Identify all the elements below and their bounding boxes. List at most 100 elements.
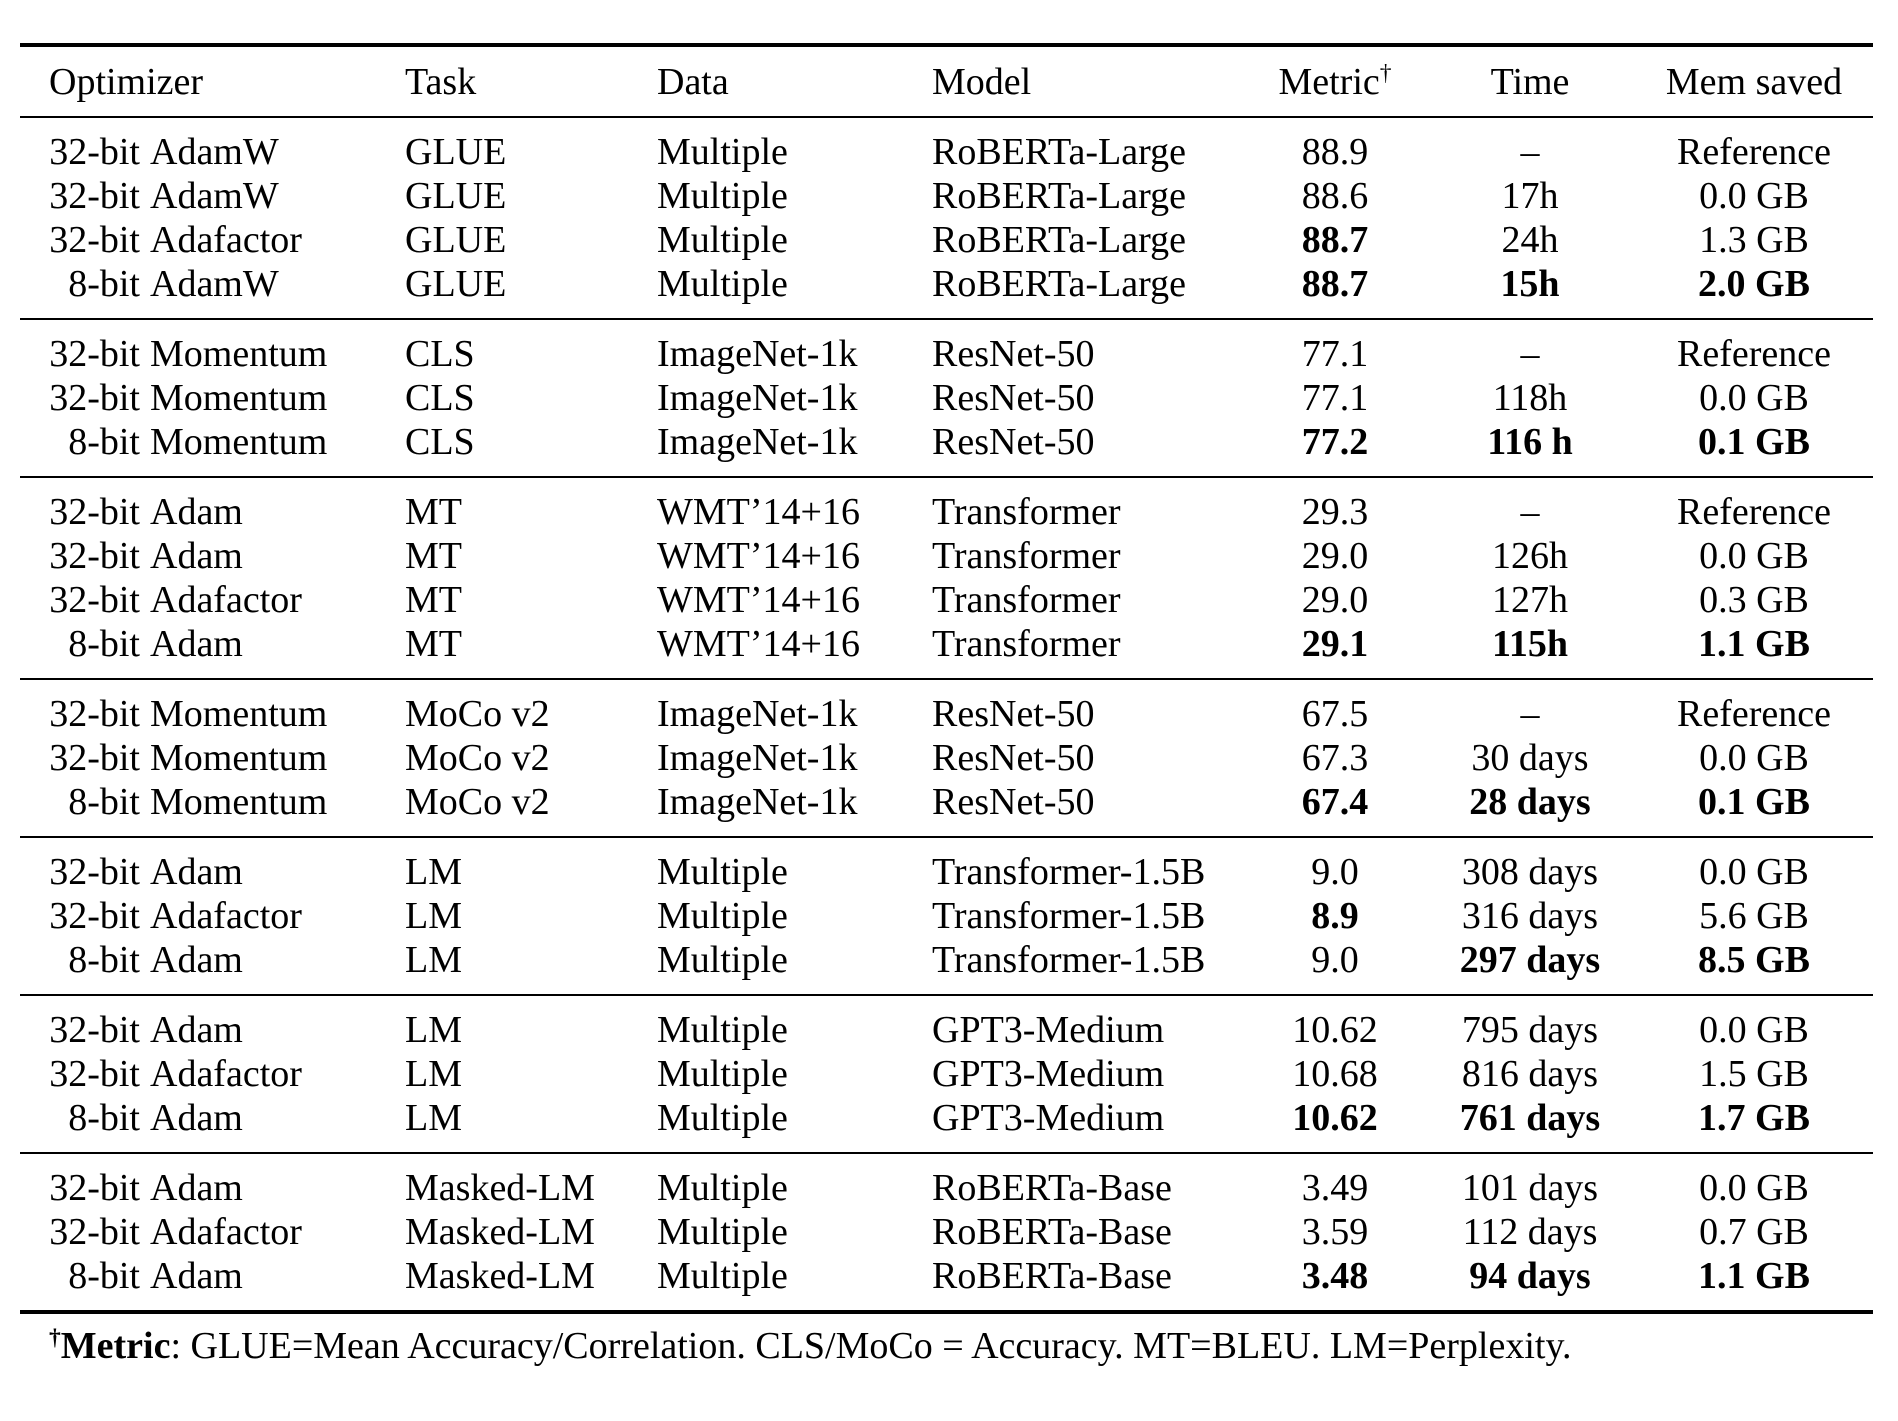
task-cell: Masked-LM [405, 1255, 595, 1297]
mem-saved-cell: 8.5 GB [1698, 939, 1810, 981]
optimizer-prefix: 32-bit [49, 333, 140, 375]
column-header-metric: Metric† [1245, 43, 1425, 118]
optimizer-cell: 32-bit Momentum [20, 679, 405, 736]
metric-cell: 88.9 [1301, 131, 1369, 173]
optimizer-name: Momentum [150, 377, 328, 419]
data-cell: Multiple [657, 1167, 788, 1209]
time-cell: 127h [1492, 579, 1568, 621]
metric-cell: 88.6 [1301, 175, 1369, 217]
task-cell: MoCo v2 [405, 693, 550, 735]
data-cell: Multiple [657, 851, 788, 893]
model-cell: RoBERTa-Base [932, 1211, 1172, 1253]
optimizer-prefix: 32-bit [49, 377, 140, 419]
time-cell: 118h [1492, 377, 1568, 419]
optimizer-name: Momentum [150, 421, 328, 463]
model-cell: Transformer [932, 579, 1121, 621]
model-cell: Transformer-1.5B [932, 895, 1206, 937]
optimizer-prefix: 32-bit [49, 535, 140, 577]
optimizer-prefix: 8-bit [68, 781, 140, 823]
table-row: 32-bit Adafactor LM Multiple Transformer-1.5… [20, 894, 1873, 938]
data-cell: Multiple [657, 1255, 788, 1297]
model-cell: ResNet-50 [932, 377, 1095, 419]
time-cell: 94 days [1469, 1255, 1591, 1297]
optimizer-name: Adam [150, 623, 243, 665]
data-cell: ImageNet-1k [657, 333, 858, 375]
footnote-text: : GLUE=Mean Accuracy/Correlation. CLS/Mo… [170, 1325, 1572, 1367]
mem-saved-cell: 0.0 GB [1699, 377, 1809, 419]
data-cell: WMT’14+16 [657, 535, 860, 577]
optimizer-name: Momentum [150, 693, 328, 735]
mem-saved-cell: 0.0 GB [1699, 175, 1809, 217]
optimizer-name: Adafactor [150, 579, 302, 621]
data-cell: WMT’14+16 [657, 491, 860, 533]
data-cell: Multiple [657, 1211, 788, 1253]
table-row: 8-bit Momentum MoCo v2 ImageNet-1k ResNet-50… [20, 780, 1873, 837]
table-header: Optimizer Task Data Model Metric† Time M… [20, 43, 1873, 118]
metric-header-label: Metric [1278, 60, 1380, 103]
model-cell: Transformer-1.5B [932, 851, 1206, 893]
table-group: 32-bit Adam MT WMT’14+16 Transformer 29.3– Ref… [20, 477, 1873, 679]
mem-saved-cell: 0.1 GB [1698, 421, 1810, 463]
data-cell: ImageNet-1k [657, 693, 858, 735]
optimizer-cell: 32-bit Momentum [20, 319, 405, 376]
model-cell: GPT3-Medium [932, 1097, 1165, 1139]
mem-saved-cell: Reference [1677, 693, 1831, 735]
time-cell: 308 days [1461, 851, 1599, 893]
mem-saved-cell: 1.1 GB [1698, 623, 1810, 665]
model-cell: Transformer [932, 623, 1121, 665]
optimizer-name: Adam [150, 1097, 243, 1139]
column-header-mem-saved: Mem saved [1635, 43, 1873, 118]
metric-cell: 3.49 [1301, 1167, 1369, 1209]
data-cell: Multiple [657, 219, 788, 261]
table-row: 32-bit Momentum MoCo v2 ImageNet-1k ResNet-5… [20, 679, 1873, 736]
optimizer-cell: 32-bit Adafactor [20, 1210, 405, 1254]
task-cell: MT [405, 623, 462, 665]
time-cell: 316 days [1461, 895, 1599, 937]
metric-cell: 29.3 [1301, 491, 1369, 533]
time-cell: 112 days [1462, 1211, 1598, 1253]
optimizer-name: Adafactor [150, 895, 302, 937]
optimizer-prefix: 32-bit [49, 175, 140, 217]
time-cell: 816 days [1461, 1053, 1599, 1095]
table-group: 32-bit Adam Masked-LM Multiple RoBERTa-Base 3… [20, 1153, 1873, 1312]
header-row: Optimizer Task Data Model Metric† Time M… [20, 43, 1873, 118]
table-row: 32-bit Adam LM Multiple Transformer-1.5B 9.0 3… [20, 837, 1873, 894]
table-row: 32-bit Adam Masked-LM Multiple RoBERTa-Base 3… [20, 1153, 1873, 1210]
optimizer-cell: 32-bit Adam [20, 477, 405, 534]
time-cell: 24h [1501, 219, 1559, 261]
optimizer-cell: 32-bit Adam [20, 995, 405, 1052]
model-cell: ResNet-50 [932, 421, 1095, 463]
table-row: 32-bit Momentum MoCo v2 ImageNet-1k ResNet-5… [20, 736, 1873, 780]
task-cell: MT [405, 579, 462, 621]
metric-cell: 67.4 [1301, 781, 1369, 823]
metric-cell: 29.0 [1301, 579, 1369, 621]
task-cell: LM [405, 939, 462, 981]
table-row: 8-bit Momentum CLS ImageNet-1k ResNet-50 77.2… [20, 420, 1873, 477]
time-cell: 30 days [1471, 737, 1589, 779]
time-cell: 17h [1501, 175, 1559, 217]
metric-cell: 67.3 [1301, 737, 1369, 779]
optimizer-prefix: 32-bit [49, 851, 140, 893]
metric-cell: 10.68 [1292, 1053, 1378, 1095]
task-cell: LM [405, 895, 462, 937]
time-cell: 28 days [1469, 781, 1591, 823]
time-cell: – [1520, 693, 1540, 735]
table-group: 32-bit Momentum CLS ImageNet-1k ResNet-50 77.… [20, 319, 1873, 477]
time-cell: 101 days [1461, 1167, 1599, 1209]
task-cell: MoCo v2 [405, 737, 550, 779]
optimizer-cell: 32-bit Momentum [20, 376, 405, 420]
optimizer-name: Adam [150, 1255, 243, 1297]
optimizer-name: Adam [150, 1009, 243, 1051]
task-cell: LM [405, 851, 462, 893]
optimizer-cell: 32-bit Momentum [20, 736, 405, 780]
task-cell: LM [405, 1053, 462, 1095]
model-cell: ResNet-50 [932, 781, 1095, 823]
optimizer-name: AdamW [150, 263, 279, 305]
optimizer-prefix: 32-bit [49, 579, 140, 621]
metric-cell: 9.0 [1311, 851, 1359, 893]
optimizer-prefix: 32-bit [49, 895, 140, 937]
time-cell: 126h [1492, 535, 1568, 577]
optimizer-cell: 8-bit Adam [20, 1096, 405, 1153]
column-header-task: Task [405, 43, 657, 118]
task-cell: CLS [405, 377, 475, 419]
